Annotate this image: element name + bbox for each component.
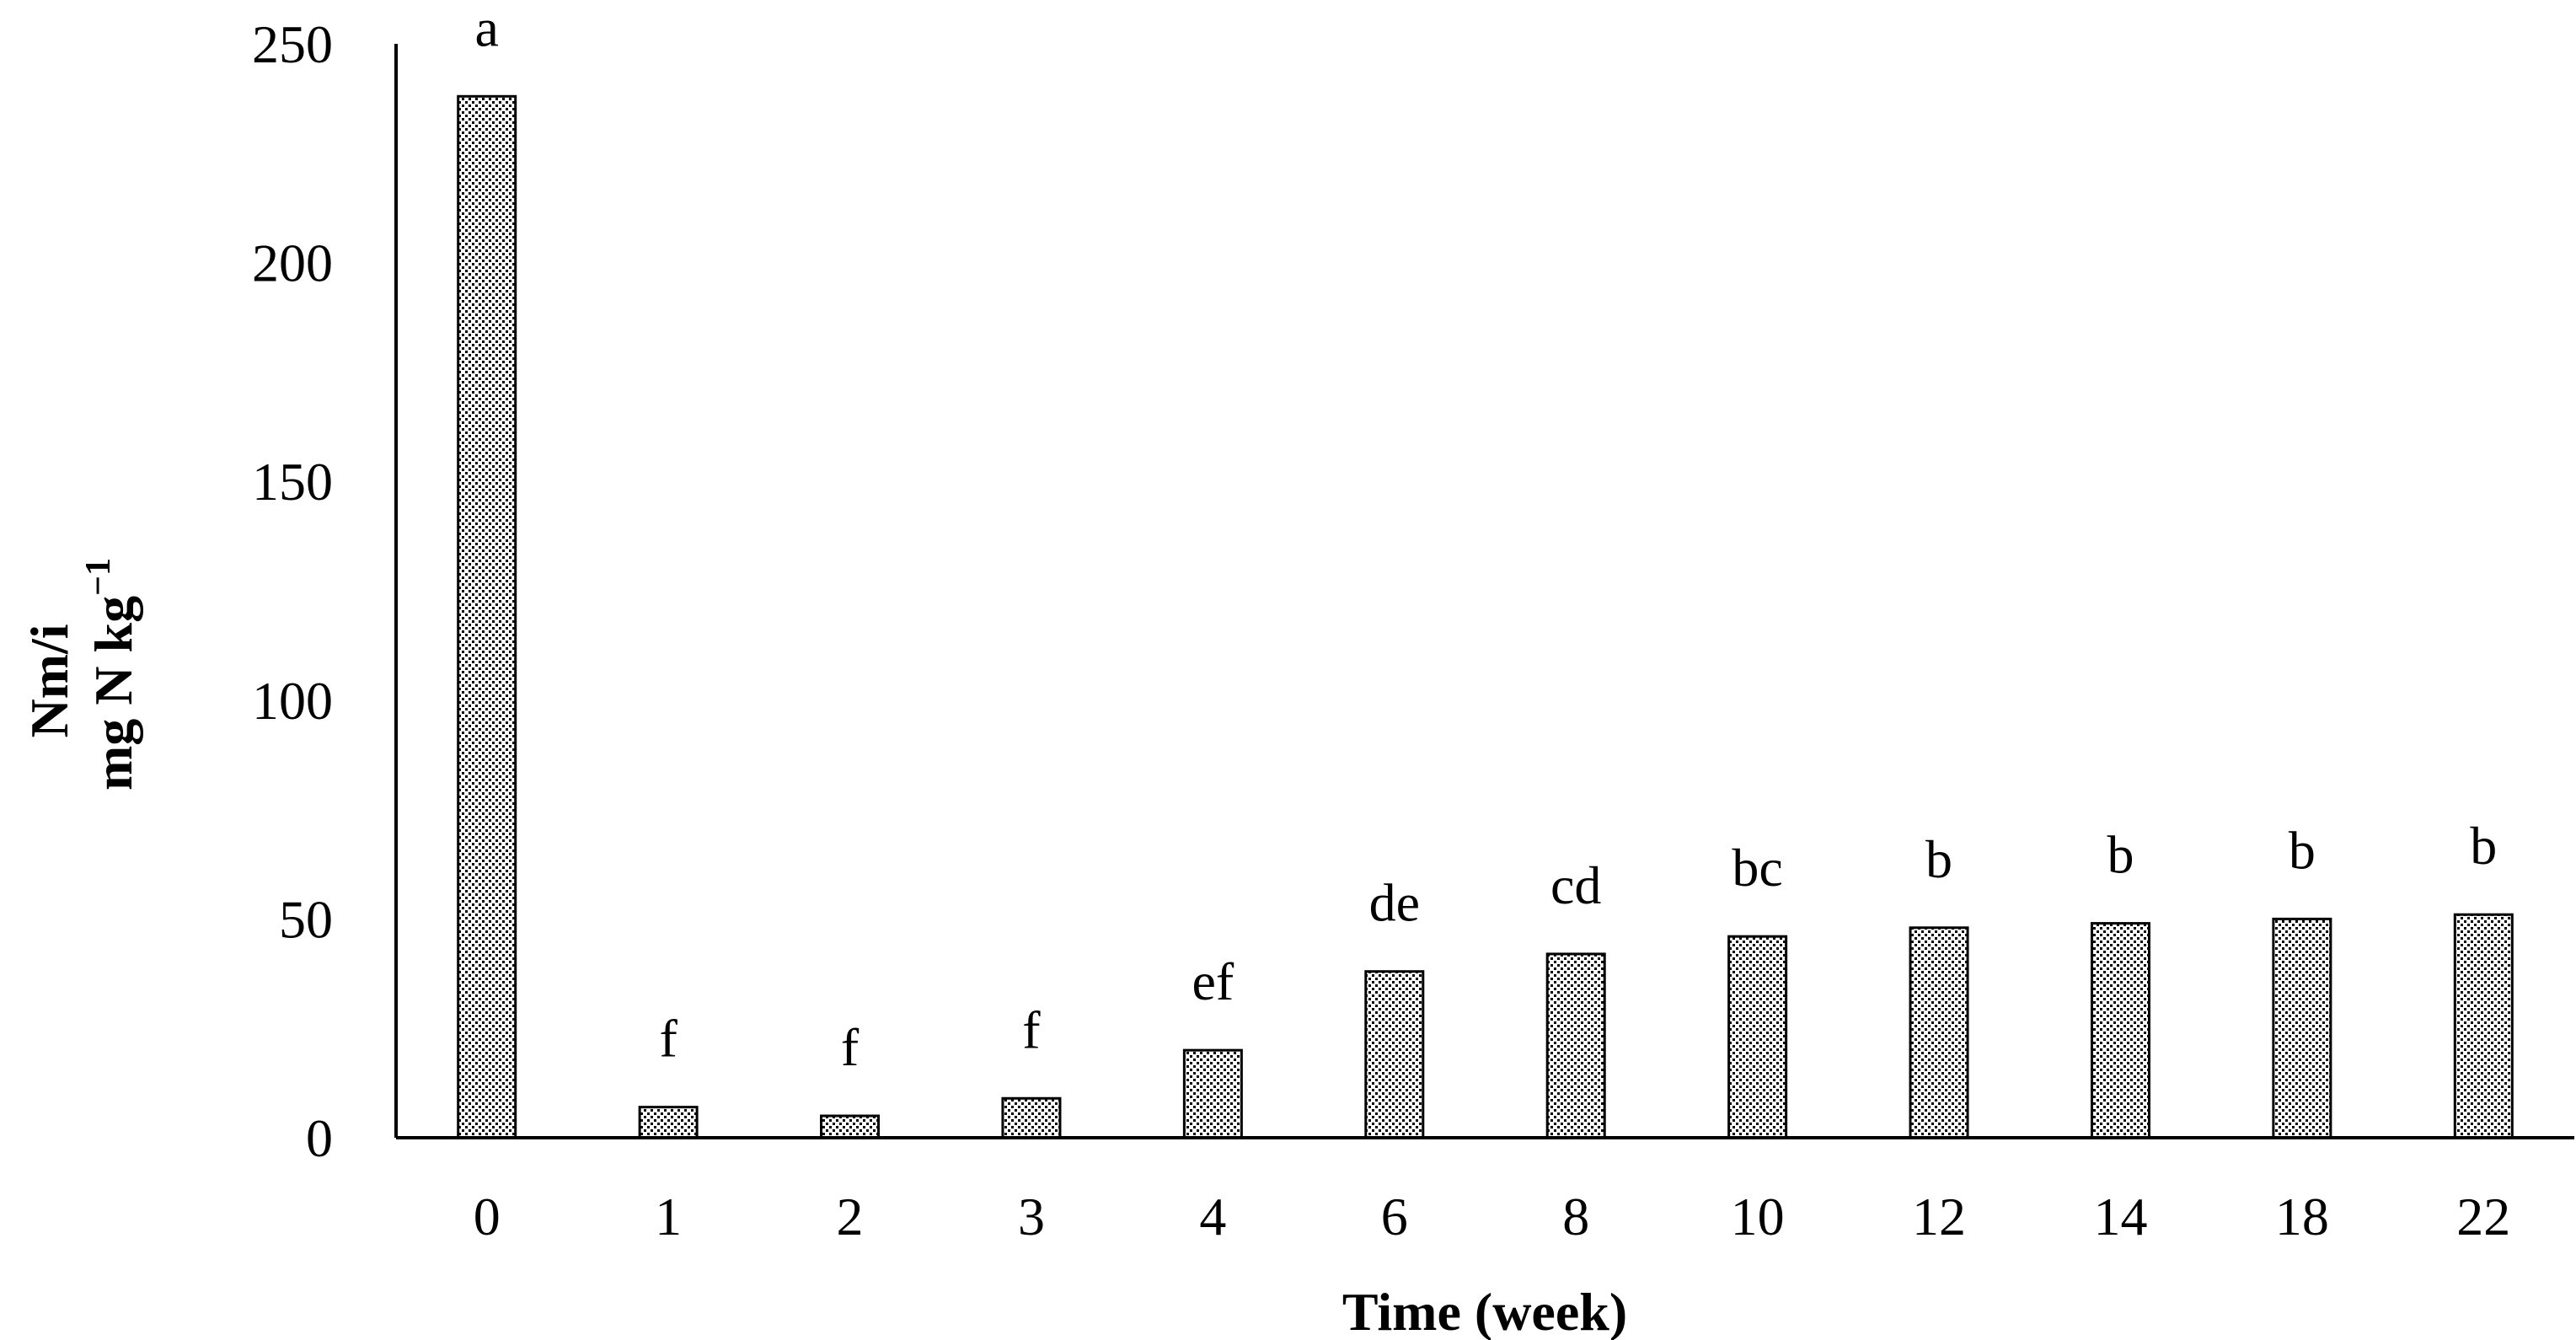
significance-letters: a f f f ef de cd bc b b b b <box>475 0 2498 1077</box>
x-tick-label: 1 <box>655 1187 682 1246</box>
x-tick-label: 3 <box>1018 1187 1045 1246</box>
y-tick-label: 150 <box>252 452 333 512</box>
significance-letter: a <box>475 0 499 57</box>
bar-week-10 <box>1727 935 1788 1139</box>
y-tick-label: 100 <box>252 671 333 731</box>
bar-week-14 <box>2090 922 2150 1139</box>
x-tick-label: 2 <box>837 1187 864 1246</box>
bar-week-4 <box>1182 1048 1243 1139</box>
x-axis-ticks: 0 1 2 3 4 6 8 10 12 14 18 22 <box>474 1187 2511 1246</box>
bar-week-0 <box>457 94 517 1139</box>
bar-week-22 <box>2453 913 2514 1139</box>
significance-letter: b <box>2289 820 2316 880</box>
y-tick-label: 50 <box>279 889 333 949</box>
bar-week-18 <box>2272 917 2332 1139</box>
significance-letter: f <box>659 1009 677 1069</box>
significance-letter: b <box>2107 825 2134 885</box>
x-tick-label: 12 <box>1912 1187 1966 1246</box>
y-tick-label: 250 <box>252 14 333 74</box>
significance-letter: b <box>2470 816 2497 876</box>
significance-letter: f <box>841 1017 860 1077</box>
bar-week-6 <box>1364 970 1425 1139</box>
bar-week-3 <box>1001 1096 1062 1139</box>
y-tick-label: 200 <box>252 233 333 293</box>
significance-letter: cd <box>1550 855 1601 915</box>
x-tick-label: 18 <box>2275 1187 2329 1246</box>
x-axis-title: Time (week) <box>1342 1282 1627 1340</box>
significance-letter: b <box>1925 829 1952 889</box>
x-tick-label: 22 <box>2456 1187 2510 1246</box>
x-tick-label: 14 <box>2093 1187 2147 1246</box>
significance-letter: f <box>1022 1000 1041 1059</box>
bar-week-2 <box>820 1114 881 1139</box>
x-tick-label: 0 <box>474 1187 501 1246</box>
bars <box>457 94 2514 1139</box>
significance-letter: de <box>1369 873 1420 933</box>
x-tick-label: 4 <box>1199 1187 1226 1246</box>
y-axis-ticks: 0 50 100 150 200 250 <box>252 14 333 1168</box>
bar-week-12 <box>1909 926 1969 1139</box>
bar-week-1 <box>638 1106 699 1139</box>
significance-letter: ef <box>1192 951 1234 1011</box>
y-axis-title-line1: Nm/i <box>19 624 79 737</box>
x-tick-label: 10 <box>1731 1187 1785 1246</box>
bar-week-8 <box>1545 952 1606 1139</box>
x-tick-label: 6 <box>1381 1187 1408 1246</box>
y-tick-label: 0 <box>306 1108 333 1168</box>
significance-letter: bc <box>1732 838 1782 898</box>
y-axis-title-line2: mg N kg <box>83 596 143 791</box>
y-axis-title: Nm/i mg N kg−1 <box>19 558 143 791</box>
x-tick-label: 8 <box>1562 1187 1589 1246</box>
y-axis-title-exponent: −1 <box>79 558 118 596</box>
